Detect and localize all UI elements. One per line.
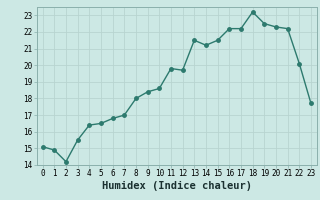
X-axis label: Humidex (Indice chaleur): Humidex (Indice chaleur) [102,181,252,191]
